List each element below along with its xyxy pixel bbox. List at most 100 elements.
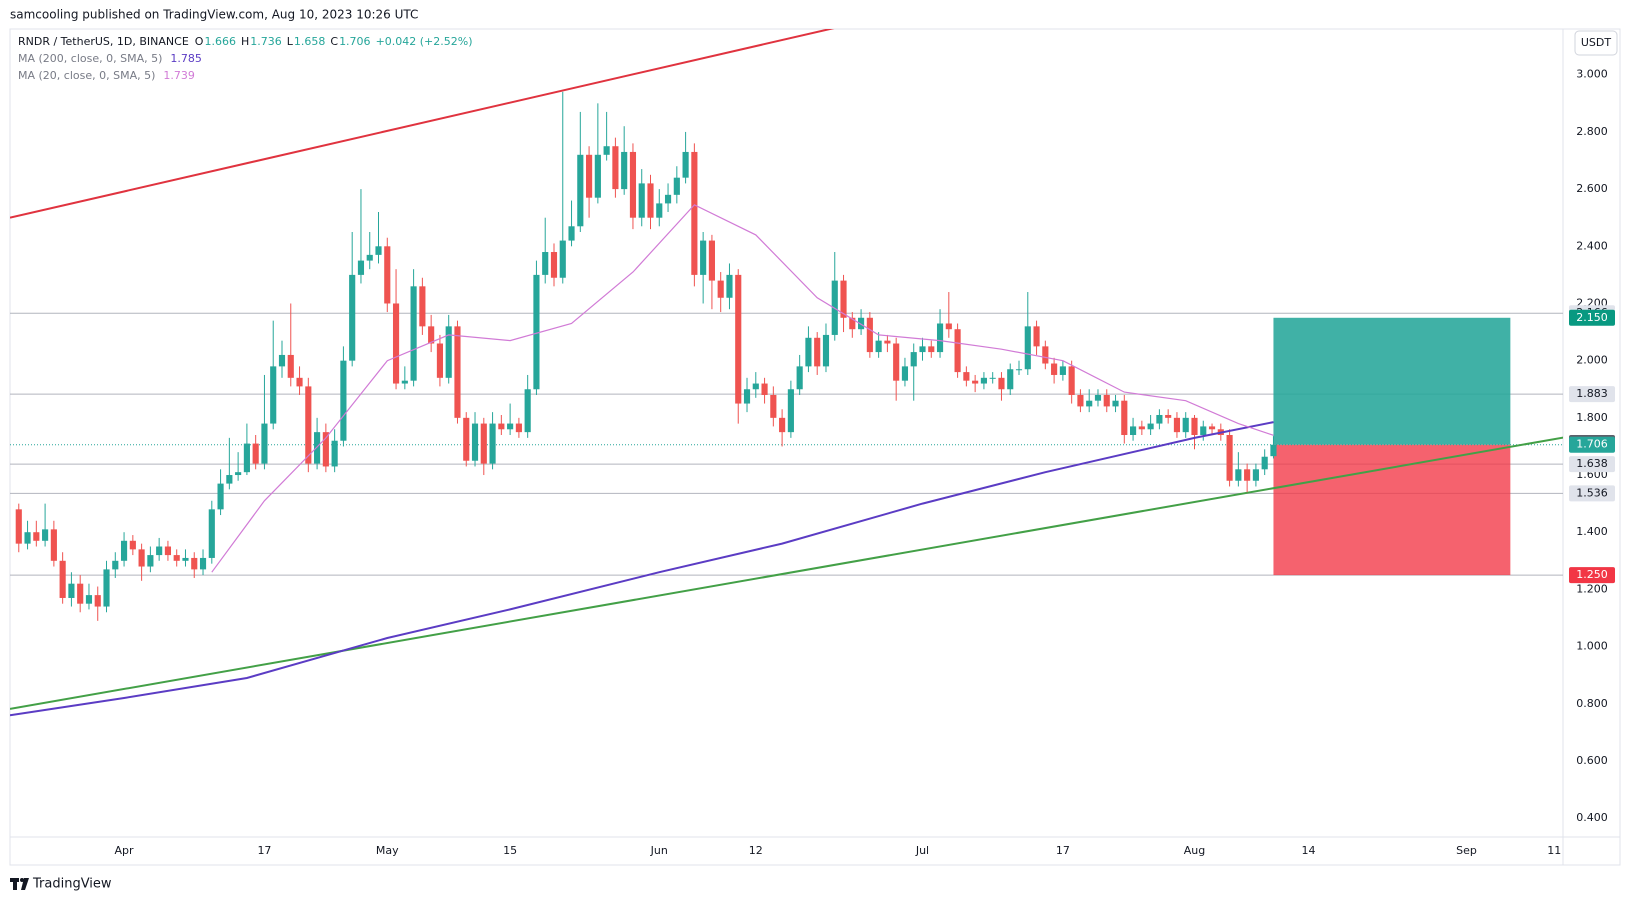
target-tag-bg bbox=[1569, 309, 1615, 326]
candle-body bbox=[936, 323, 944, 353]
currency-label[interactable]: USDT bbox=[1581, 36, 1612, 49]
candle-body bbox=[638, 183, 645, 218]
candle-body bbox=[752, 383, 759, 390]
y-tick-label: 3.000 bbox=[1576, 68, 1608, 81]
candle-body bbox=[603, 146, 610, 155]
candle-body bbox=[1086, 400, 1093, 407]
footer: TradingView bbox=[32, 877, 112, 892]
candle-body bbox=[1138, 426, 1145, 430]
candle-body bbox=[919, 346, 926, 353]
stop-tag: 1.250 bbox=[1576, 568, 1608, 581]
candle-body bbox=[401, 380, 408, 384]
candle-body bbox=[858, 317, 865, 330]
trend-line bbox=[10, 436, 1563, 710]
candle-body bbox=[33, 532, 40, 541]
candle-body bbox=[1007, 369, 1014, 390]
y-tick-label: 1.800 bbox=[1576, 411, 1608, 424]
candle-body bbox=[226, 475, 233, 484]
candle-body bbox=[287, 354, 294, 378]
candle-body bbox=[1252, 469, 1259, 481]
candle-body bbox=[278, 354, 286, 367]
candle-body bbox=[700, 240, 707, 275]
candle-body bbox=[621, 151, 628, 190]
candle-body bbox=[208, 509, 215, 558]
tv-logo bbox=[10, 878, 29, 890]
y-tick-label: 0.400 bbox=[1576, 811, 1608, 824]
candle-body bbox=[542, 252, 549, 275]
candle-body bbox=[85, 595, 93, 604]
candle-body bbox=[296, 377, 303, 387]
last-price-tag-bg bbox=[1569, 436, 1615, 453]
y-tick-label: 0.600 bbox=[1576, 754, 1608, 767]
candle-body bbox=[1235, 469, 1242, 481]
candle-body bbox=[270, 366, 277, 424]
x-tick-label: 17 bbox=[257, 844, 271, 857]
candle-body bbox=[1165, 414, 1172, 418]
candle-body bbox=[717, 280, 724, 298]
candle-body bbox=[77, 583, 84, 604]
target-tag: 2.150 bbox=[1576, 311, 1608, 324]
legend-ohlc-label: O bbox=[195, 35, 204, 48]
candle-body bbox=[480, 423, 487, 464]
price-level-tag: 1.536 bbox=[1576, 486, 1608, 499]
x-tick-label: Aug bbox=[1184, 844, 1205, 857]
candle-body bbox=[173, 555, 180, 561]
candle-body bbox=[594, 154, 601, 198]
candle-body bbox=[1015, 369, 1023, 371]
candle-body bbox=[340, 360, 347, 441]
candle-body bbox=[235, 472, 242, 476]
legend-series-name: MA (200, close, 0, SMA, 5) bbox=[18, 52, 162, 65]
candle-body bbox=[164, 546, 172, 556]
candle-body bbox=[384, 246, 391, 304]
candle-body bbox=[691, 151, 698, 275]
x-tick-label: May bbox=[376, 844, 399, 857]
candle-body bbox=[586, 154, 593, 198]
candle-body bbox=[322, 432, 329, 467]
candle-body bbox=[331, 440, 338, 467]
candle-body bbox=[980, 377, 987, 384]
candle-body bbox=[1244, 469, 1251, 481]
currency-button[interactable] bbox=[1574, 30, 1618, 56]
candle-body bbox=[498, 423, 505, 430]
candle-body bbox=[770, 394, 777, 418]
candle-body bbox=[252, 443, 259, 464]
candle-body bbox=[954, 329, 961, 373]
candle-body bbox=[1208, 426, 1216, 430]
candle-body bbox=[1051, 363, 1058, 375]
candle-body bbox=[445, 326, 452, 378]
candle-body bbox=[647, 183, 654, 218]
price-level-tag-bg bbox=[1569, 485, 1615, 502]
candle-body bbox=[1033, 326, 1040, 347]
x-tick-label: 11 bbox=[1547, 844, 1561, 857]
candle-body bbox=[866, 317, 873, 353]
candle-body bbox=[612, 146, 619, 190]
candle-body bbox=[524, 389, 531, 433]
candle-body bbox=[1226, 435, 1233, 481]
candle-body bbox=[42, 529, 49, 541]
candle-body bbox=[1121, 400, 1128, 436]
y-tick-label: 2.400 bbox=[1576, 239, 1608, 252]
candle-body bbox=[428, 326, 435, 344]
legend-ohlc-value: 1.736 bbox=[250, 35, 282, 48]
candle-body bbox=[147, 555, 154, 567]
candle-body bbox=[761, 383, 768, 395]
candle-body bbox=[779, 417, 786, 433]
candle-body bbox=[1103, 394, 1110, 407]
candle-body bbox=[366, 254, 373, 261]
candle-body bbox=[375, 246, 382, 255]
loss-zone bbox=[1273, 444, 1511, 576]
candle-body bbox=[515, 423, 522, 433]
candle-body bbox=[1173, 417, 1181, 433]
candle-body bbox=[1068, 366, 1075, 395]
candle-body bbox=[217, 483, 224, 510]
price-level-tag: 1.638 bbox=[1576, 457, 1608, 470]
candle-body bbox=[1112, 400, 1119, 407]
profit-zone bbox=[1273, 317, 1511, 445]
candle-body bbox=[656, 203, 663, 218]
candle-body bbox=[1077, 394, 1084, 407]
candle-body bbox=[138, 549, 145, 567]
candle-body bbox=[735, 274, 742, 404]
candle-body bbox=[849, 317, 856, 330]
candle-body bbox=[559, 240, 566, 278]
candle-body bbox=[629, 151, 637, 218]
